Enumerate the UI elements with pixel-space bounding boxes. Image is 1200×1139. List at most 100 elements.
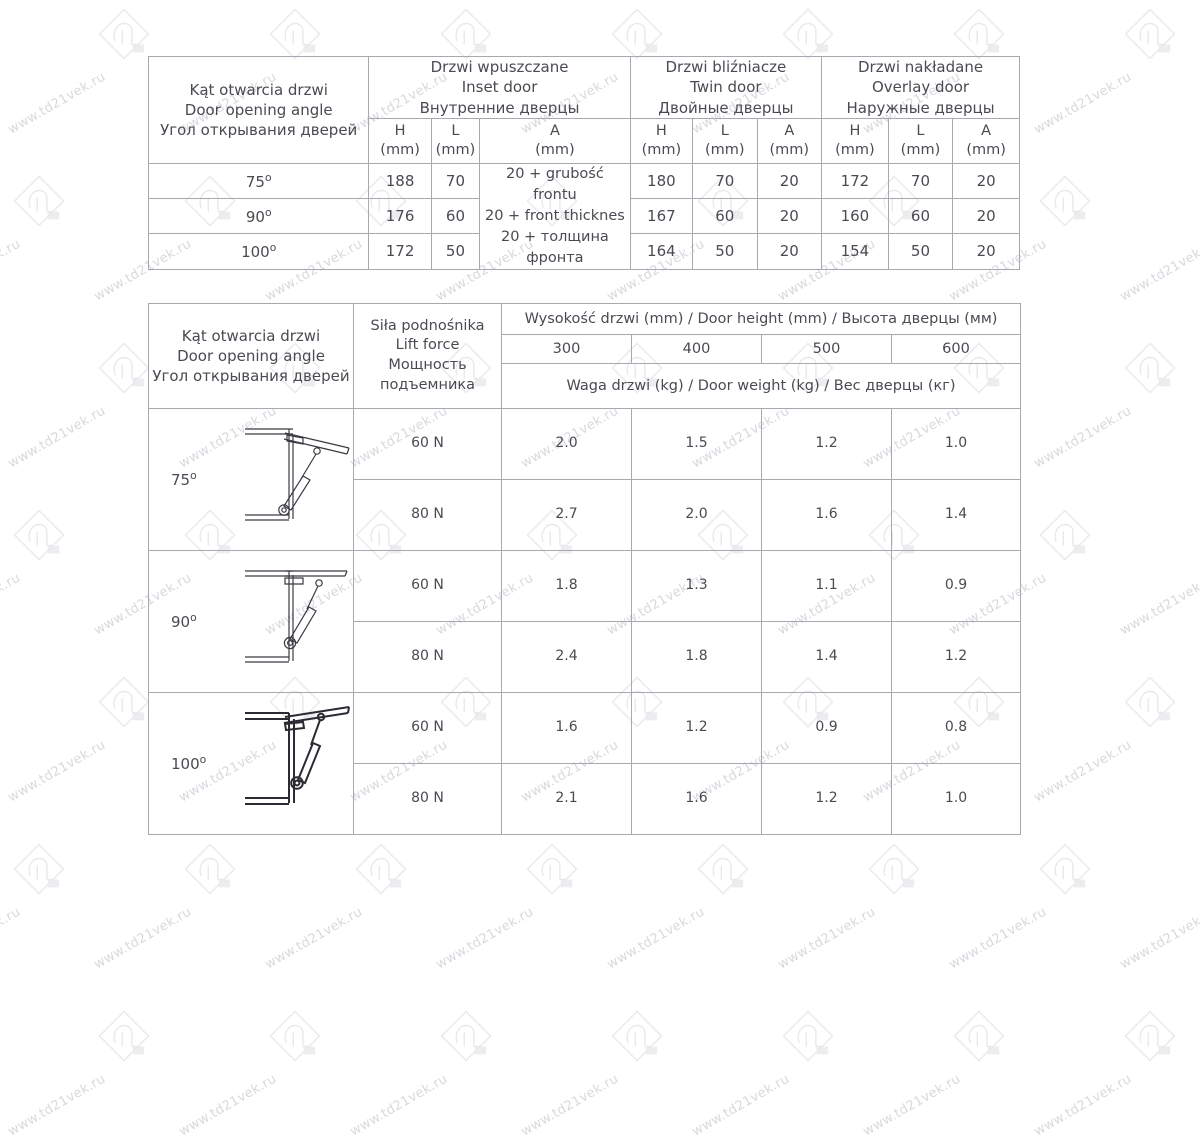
col-group-twin-ru: Двойные дверцы <box>658 98 794 117</box>
angle-value: 75o <box>147 162 370 200</box>
col-group-twin-door: Drzwi bliźniacze Twin door Двойные дверц… <box>629 56 823 119</box>
col-group-twin-en: Twin door <box>690 78 762 97</box>
subheader-unit: (mm) <box>641 141 682 158</box>
col-group-inset-door: Drzwi wpuszczane Inset door Внутренние д… <box>368 56 631 119</box>
td21vek-logo <box>438 1008 494 1064</box>
td21vek-logo <box>96 1008 152 1064</box>
table-row: 75o 188 70 20 + grubość frontu 20 + fron… <box>147 162 1020 270</box>
watermark-text: www.td21vek.ru <box>1117 904 1200 973</box>
weight-value: 2.1 <box>501 763 632 835</box>
td21vek-logo <box>267 1008 323 1064</box>
subheader-symbol: L <box>451 122 460 139</box>
cell-overlay-l: 50 <box>887 233 954 270</box>
weight-value: 1.2 <box>890 621 1022 693</box>
door-weight-header: Waga drzwi (kg) / Door weight (kg) / Вес… <box>500 363 1022 409</box>
angle-number: 100 <box>171 755 200 774</box>
lift-mechanism-drawing-75 <box>245 427 350 521</box>
watermark-text: www.td21vek.ru <box>262 904 366 973</box>
cell-twin-l: 70 <box>692 162 758 200</box>
subheader-symbol: H <box>655 122 667 139</box>
cell-overlay-h: 160 <box>821 198 889 235</box>
row-header-angle-pl: Kąt otwarcia drzwi <box>181 326 321 345</box>
subheader-unit: (mm) <box>769 141 810 158</box>
subheader-overlay-h: H (mm) <box>821 117 889 164</box>
subheader-twin-a: A (mm) <box>756 117 823 164</box>
cell-inset-l: 50 <box>430 233 481 270</box>
weight-value: 1.2 <box>631 692 762 764</box>
weight-value: 0.8 <box>890 692 1022 764</box>
lift-force-value: 60 N <box>353 692 502 764</box>
weight-value: 1.8 <box>631 621 762 693</box>
cell-inset-h: 176 <box>368 198 432 235</box>
subheader-twin-l: L (mm) <box>692 117 758 164</box>
door-dimensions-table: Kąt otwarcia drzwi Door opening angle Уг… <box>147 56 1020 270</box>
lift-force-header: Siła podnośnika Lift force Мощность подъ… <box>353 303 502 409</box>
watermark-text: www.td21vek.ru <box>1031 1071 1135 1139</box>
subheader-symbol: A <box>981 122 992 139</box>
cell-twin-a: 20 <box>756 162 823 200</box>
subheader-unit: (mm) <box>835 141 875 158</box>
lift-force-value: 80 N <box>353 763 502 835</box>
td21vek-logo <box>951 1008 1007 1064</box>
row-header-angle-en: Door opening angle <box>184 100 333 119</box>
cell-inset-l: 60 <box>430 198 481 235</box>
table-row: 80 N 2.7 2.0 1.6 1.4 <box>149 479 1022 551</box>
weight-value: 1.8 <box>501 550 632 622</box>
content-layer: Kąt otwarcia drzwi Door opening angle Уг… <box>147 56 1022 835</box>
weights-header-row-2: 300 400 500 600 <box>149 334 1022 364</box>
subheader-symbol: L <box>916 122 925 139</box>
cell-overlay-a: 20 <box>952 162 1020 200</box>
door-lift-diagram-100: 100o <box>148 692 354 835</box>
table-row: 80 N 2.1 1.6 1.2 1.0 <box>149 763 1022 835</box>
table-row: 90o <box>148 550 1022 693</box>
col-group-inset-ru: Внутренние дверцы <box>419 98 580 117</box>
angle-value: 100o <box>147 233 370 270</box>
subheader-inset-a: A (mm) <box>479 117 631 164</box>
watermark-text: www.td21vek.ru <box>775 904 879 973</box>
angle-number: 100 <box>241 243 270 262</box>
door-lift-diagram-75: 75o <box>148 408 354 551</box>
watermark-text: www.td21vek.ru <box>91 904 195 973</box>
watermark-text: www.td21vek.ru <box>946 904 1050 973</box>
cell-overlay-h: 154 <box>821 233 889 270</box>
row-header-angle-ru: Угол открывания дверей <box>160 121 358 139</box>
front-thickness-note: 20 + grubość frontu 20 + front thicknes … <box>479 162 631 270</box>
col-group-overlay-pl: Drzwi nakładane <box>857 58 984 76</box>
subheader-overlay-a: A (mm) <box>952 117 1020 164</box>
watermark-text: www.td21vek.ru <box>433 904 537 973</box>
td21vek-logo <box>1122 1008 1178 1064</box>
weights-header-row-1: Kąt otwarcia drzwi Door opening angle Уг… <box>148 303 1022 409</box>
height-col-400: 400 <box>631 334 762 364</box>
lift-mechanism-drawing-90 <box>245 569 348 663</box>
weight-value: 1.6 <box>761 479 892 551</box>
subheader-symbol: H <box>849 122 861 139</box>
col-group-overlay-ru: Наружные дверцы <box>846 98 995 117</box>
subheader-unit: (mm) <box>380 141 420 158</box>
td21vek-logo <box>780 1008 836 1064</box>
weight-value: 1.2 <box>761 763 892 835</box>
watermark-text: www.td21vek.ru <box>176 1071 280 1139</box>
weight-value: 1.1 <box>761 550 892 622</box>
watermark-text: www.td21vek.ru <box>518 1071 622 1139</box>
subheader-twin-h: H (mm) <box>629 117 694 164</box>
subheader-symbol: A <box>549 122 560 139</box>
weight-value: 2.0 <box>501 408 632 480</box>
angle-number: 90 <box>245 207 265 226</box>
weight-value: 1.0 <box>890 763 1022 835</box>
col-group-inset-pl: Drzwi wpuszczane <box>430 58 569 76</box>
subheader-unit: (mm) <box>535 141 575 158</box>
lift-force-ru-1: Мощность <box>388 357 467 373</box>
front-note-pl: 20 + grubość frontu <box>506 165 604 203</box>
table-row: 100o <box>148 692 1022 835</box>
watermark-text: www.td21vek.ru <box>689 1071 793 1139</box>
table-header-row-units: H (mm) L (mm) A (mm) H (mm) L (mm) <box>149 117 1020 164</box>
subheader-unit: (mm) <box>435 141 476 158</box>
row-header-angle: Kąt otwarcia drzwi Door opening angle Уг… <box>147 56 370 164</box>
height-col-300: 300 <box>501 334 632 364</box>
weight-value: 1.2 <box>761 408 892 480</box>
subheader-unit: (mm) <box>900 141 941 158</box>
col-group-overlay-en: Overlay door <box>871 78 970 97</box>
weight-value: 1.6 <box>501 692 632 764</box>
weight-value: 1.6 <box>631 763 762 835</box>
lift-force-ru-2: подъемника <box>379 376 476 393</box>
